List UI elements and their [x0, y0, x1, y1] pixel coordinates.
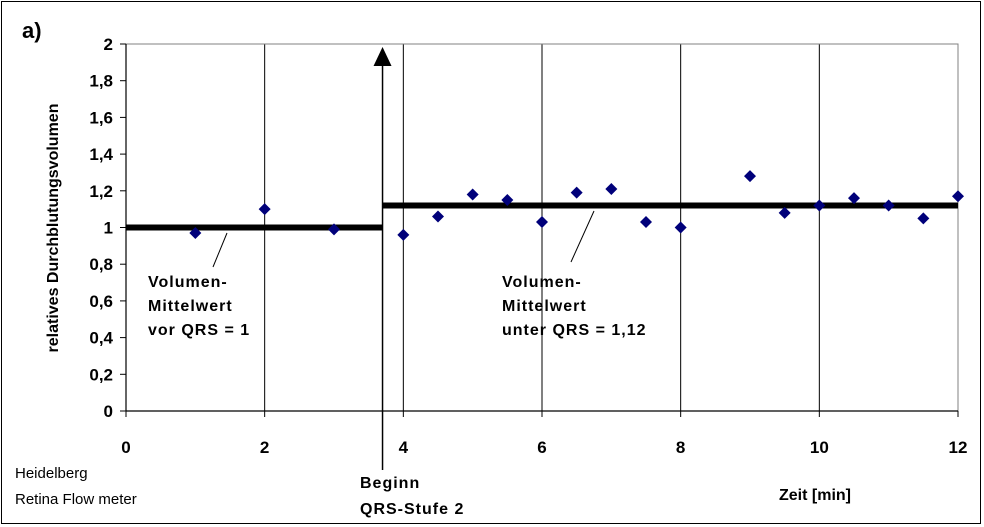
data-point [466, 188, 479, 201]
y-tick-label: 0,6 [89, 292, 113, 311]
event-marker: Beginn QRS-Stufe 2 [360, 47, 464, 518]
mean-label-after: unter QRS = 1,12 [502, 322, 647, 339]
data-point [397, 228, 410, 241]
data-point [536, 215, 548, 228]
instrument-note: Heidelberg Retina Flow meter [15, 465, 137, 508]
data-point [501, 193, 514, 206]
data-points [189, 170, 964, 241]
x-tick-label: 12 [949, 438, 968, 457]
y-tick-label: 1,2 [89, 182, 113, 201]
x-tick-label: 8 [676, 438, 685, 457]
y-axis-label: relatives Durchblutungsvolumen [45, 104, 62, 353]
mean-label-before: Volumen- [148, 274, 228, 291]
data-point [258, 203, 271, 216]
data-point [640, 215, 652, 228]
mean-label-after: Volumen- [502, 274, 582, 291]
data-point [744, 170, 756, 183]
data-point [570, 186, 583, 199]
y-tick-label: 0,4 [89, 329, 113, 348]
mean-label-before: Mittelwert [148, 298, 233, 315]
mean-label-after: Mittelwert [502, 298, 587, 315]
data-point [917, 212, 930, 225]
y-tick-label: 0 [104, 402, 113, 421]
y-tick-label: 2 [104, 35, 113, 54]
y-tick-label: 0,8 [89, 255, 113, 274]
panel-label: a) [22, 18, 42, 43]
x-tick-label: 10 [810, 438, 829, 457]
y-tick-label: 0,2 [89, 365, 113, 384]
y-tick-label: 1,6 [89, 108, 113, 127]
data-point [778, 206, 791, 219]
mean-leader-after [570, 210, 595, 263]
y-tick-label: 1,8 [89, 72, 113, 91]
y-tick-label: 1 [104, 219, 113, 238]
tick-labels: 0 2 4 6 8 10 12 0 0,2 0,4 0,6 0,8 1 1,2 1,4 1,6 1,8 2 [89, 35, 967, 457]
data-point [432, 210, 444, 223]
data-point [952, 190, 964, 203]
y-tick-label: 1,4 [89, 145, 113, 164]
event-arrowhead [373, 47, 392, 66]
x-axis-label: Zeit [min] [779, 487, 851, 504]
data-point [328, 223, 340, 236]
mean-lines: Volumen- Mittelwert vor QRS = 1 Volumen- Mit… [126, 202, 958, 339]
data-point [605, 182, 618, 195]
event-label: QRS-Stufe 2 [360, 501, 464, 518]
x-tick-label: 0 [121, 438, 130, 457]
data-point [848, 192, 860, 205]
x-tick-label: 6 [537, 438, 546, 457]
data-point [882, 199, 895, 212]
data-point [813, 199, 826, 212]
x-tick-label: 2 [260, 438, 269, 457]
event-label: Beginn [360, 475, 420, 492]
note-line: Heidelberg [15, 465, 88, 482]
data-point [189, 227, 202, 240]
mean-leader-before [212, 232, 228, 268]
mean-label-before: vor QRS = 1 [148, 322, 250, 339]
note-line: Retina Flow meter [15, 491, 137, 508]
x-tick-label: 4 [399, 438, 409, 457]
data-point [674, 221, 687, 234]
